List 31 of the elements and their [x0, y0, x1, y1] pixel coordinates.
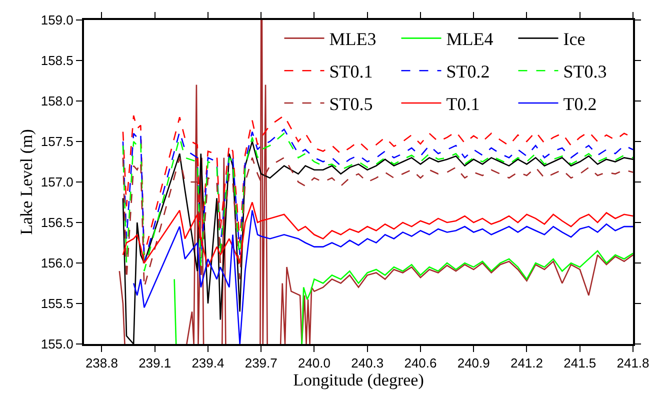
y-tick-label: 157.0 [40, 174, 74, 190]
legend-label: ST0.1 [329, 62, 373, 82]
y-tick-label: 158.5 [40, 53, 74, 68]
y-tick-label: 156.0 [40, 256, 74, 271]
y-tick-label: 155.5 [40, 296, 74, 312]
legend-label: T0.1 [446, 94, 480, 114]
x-axis-title: Longitude (degree) [293, 370, 424, 390]
y-tick-label: 157.5 [40, 134, 74, 150]
legend-label: T0.2 [563, 94, 597, 114]
x-tick-label: 241.8 [616, 356, 650, 371]
x-tick-label: 240.3 [351, 356, 384, 371]
legend-label: MLE4 [446, 29, 494, 50]
x-tick-label: 240.6 [404, 356, 437, 371]
y-tick-label: 156.5 [40, 215, 74, 230]
y-axis-title: Lake Level (m) [16, 129, 36, 235]
y-tick-label: 159.0 [40, 12, 74, 28]
x-tick-label: 240.0 [298, 356, 331, 371]
x-tick-label: 239.4 [192, 356, 224, 371]
y-tick-label: 158.0 [40, 94, 74, 109]
x-tick-label: 241.5 [564, 356, 596, 371]
x-tick-label: 238.8 [85, 356, 118, 371]
x-tick-label: 241.2 [510, 356, 544, 371]
legend-label: Ice [563, 29, 586, 50]
legend-label: ST0.3 [563, 62, 607, 82]
x-tick-label: 239.1 [138, 356, 172, 371]
legend-label: ST0.2 [446, 62, 490, 82]
y-tick-label: 155.0 [40, 336, 74, 352]
x-tick-label: 240.9 [457, 356, 490, 371]
x-tick-label: 239.7 [244, 356, 278, 371]
legend-label: ST0.5 [329, 94, 373, 114]
legend-label: MLE3 [329, 29, 376, 50]
